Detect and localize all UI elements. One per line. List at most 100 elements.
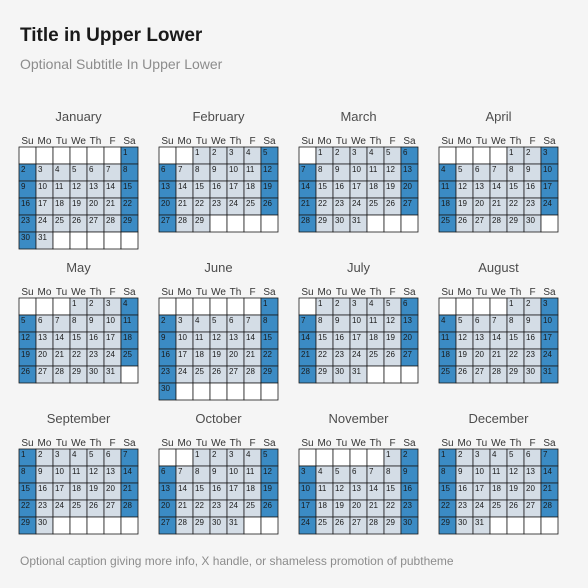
day-number: 1	[386, 450, 391, 459]
day-number: 3	[229, 450, 234, 459]
empty-cell	[455, 297, 474, 316]
weekday-label: Sa	[403, 438, 416, 449]
weekday-label: F	[109, 287, 115, 298]
empty-cell	[243, 382, 262, 401]
day-number: 4	[441, 165, 446, 174]
empty-cell	[52, 516, 71, 535]
day-number: 20	[89, 199, 98, 208]
day-number: 1	[441, 450, 446, 459]
day-number: 25	[369, 350, 378, 359]
empty-cell	[400, 365, 419, 384]
day-number: 17	[475, 484, 484, 493]
day-number: 18	[246, 182, 255, 191]
day-number: 27	[161, 518, 170, 527]
day-number: 27	[89, 216, 98, 225]
day-number: 16	[526, 333, 535, 342]
weekday-label: Tu	[336, 438, 347, 449]
day-number: 26	[263, 199, 272, 208]
day-number: 3	[301, 467, 306, 476]
day-number: 2	[526, 148, 531, 157]
day-number: 27	[475, 367, 484, 376]
empty-cell	[69, 516, 88, 535]
day-number: 17	[229, 182, 238, 191]
empty-cell	[366, 214, 385, 233]
empty-cell	[35, 297, 54, 316]
day-number: 12	[263, 165, 272, 174]
weekday-label: Sa	[123, 438, 136, 449]
empty-cell	[175, 146, 194, 165]
day-number: 25	[441, 216, 450, 225]
day-number: 16	[161, 350, 170, 359]
day-number: 10	[475, 467, 484, 476]
day-number: 1	[21, 450, 26, 459]
day-number: 2	[89, 299, 94, 308]
day-number: 19	[335, 501, 344, 510]
day-number: 21	[492, 350, 501, 359]
weekday-label: Mo	[458, 136, 472, 147]
month-label: October	[195, 411, 242, 426]
weekday-label: Th	[510, 438, 522, 449]
day-number: 9	[21, 182, 26, 191]
day-number: 2	[38, 450, 43, 459]
weekday-label: Su	[301, 287, 313, 298]
day-number: 9	[161, 333, 166, 342]
weekday-label: Tu	[476, 136, 487, 147]
day-number: 7	[178, 467, 183, 476]
day-number: 5	[212, 316, 217, 325]
weekday-label: Su	[21, 136, 33, 147]
day-number: 25	[123, 350, 132, 359]
empty-cell	[158, 448, 177, 467]
day-number: 11	[318, 484, 327, 493]
day-number: 17	[38, 199, 47, 208]
day-number: 19	[458, 199, 467, 208]
weekday-label: Tu	[196, 287, 207, 298]
day-number: 28	[543, 501, 552, 510]
day-number: 15	[318, 333, 327, 342]
day-number: 26	[509, 501, 518, 510]
empty-cell	[35, 146, 54, 165]
day-number: 3	[543, 299, 548, 308]
weekday-label: F	[389, 136, 395, 147]
day-number: 18	[318, 501, 327, 510]
day-number: 17	[543, 182, 552, 191]
weekday-label: F	[529, 136, 535, 147]
weekday-label: We	[211, 136, 226, 147]
day-number: 13	[161, 484, 170, 493]
day-number: 20	[161, 501, 170, 510]
day-number: 20	[352, 501, 361, 510]
day-number: 3	[229, 148, 234, 157]
weekday-label: Su	[441, 136, 453, 147]
day-number: 24	[301, 518, 310, 527]
day-cell	[540, 365, 559, 384]
day-number: 2	[161, 316, 166, 325]
day-number: 16	[21, 199, 30, 208]
day-number: 20	[403, 182, 412, 191]
day-number: 28	[178, 518, 187, 527]
day-number: 29	[509, 367, 518, 376]
day-number: 15	[263, 333, 272, 342]
day-number: 15	[72, 333, 81, 342]
weekday-label: Su	[441, 438, 453, 449]
empty-cell	[120, 516, 139, 535]
day-number: 12	[386, 316, 395, 325]
weekday-label: Sa	[543, 136, 556, 147]
day-number: 20	[526, 484, 535, 493]
weekday-label: F	[109, 438, 115, 449]
day-number: 8	[195, 165, 200, 174]
day-number: 23	[526, 199, 535, 208]
day-number: 14	[301, 182, 310, 191]
day-number: 8	[386, 467, 391, 476]
day-number: 26	[386, 199, 395, 208]
day-number: 20	[403, 333, 412, 342]
day-number: 24	[38, 216, 47, 225]
day-number: 22	[195, 199, 204, 208]
day-number: 2	[212, 148, 217, 157]
day-number: 4	[123, 299, 128, 308]
day-number: 8	[318, 316, 323, 325]
